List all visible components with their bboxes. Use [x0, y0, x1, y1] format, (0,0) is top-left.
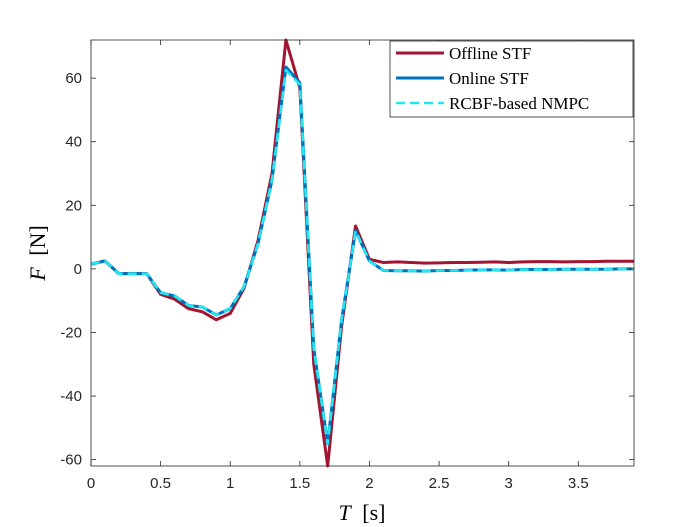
x-tick-label: 0.5 — [150, 475, 171, 492]
axes-layer — [90, 39, 635, 467]
y-tick-label: -60 — [60, 452, 82, 469]
y-axis-unit: [N] — [25, 225, 50, 256]
series-line-1 — [90, 65, 634, 446]
x-tick-label: 3 — [505, 475, 513, 492]
y-tick-label: -20 — [60, 324, 82, 341]
y-axis-var: F — [25, 267, 50, 282]
y-tick-label: 20 — [65, 197, 82, 214]
y-axis-label: F [N] — [25, 225, 50, 282]
legend-label-1: Online STF — [449, 69, 529, 88]
x-tick-label: 2 — [365, 475, 373, 492]
x-axis-var: T — [339, 500, 353, 525]
y-tick-label: -40 — [60, 388, 82, 405]
ticks-layer: 0 0.5 1 1.5 2 2.5 3 3.5 -60 -40 -20 0 20 40 60 — [60, 40, 634, 492]
y-tick-label: 0 — [74, 261, 82, 278]
legend-label-0: Offline STF — [449, 44, 531, 63]
y-tick-label: 40 — [65, 134, 82, 151]
x-tick-label: 0 — [87, 475, 95, 492]
y-tick-label: 60 — [65, 70, 82, 87]
series-layer — [90, 38, 634, 468]
x-axis-unit: [s] — [362, 500, 385, 525]
x-tick-label: 3.5 — [568, 475, 589, 492]
x-tick-label: 2.5 — [429, 475, 450, 492]
legend-label-2: RCBF-based NMPC — [449, 94, 589, 113]
x-tick-label: 1.5 — [289, 475, 310, 492]
x-axis-label: T [s] — [339, 500, 386, 525]
axes-box — [90, 39, 635, 467]
x-tick-label: 1 — [226, 475, 234, 492]
legend: Offline STF Online STF RCBF-based NMPC — [389, 40, 634, 118]
